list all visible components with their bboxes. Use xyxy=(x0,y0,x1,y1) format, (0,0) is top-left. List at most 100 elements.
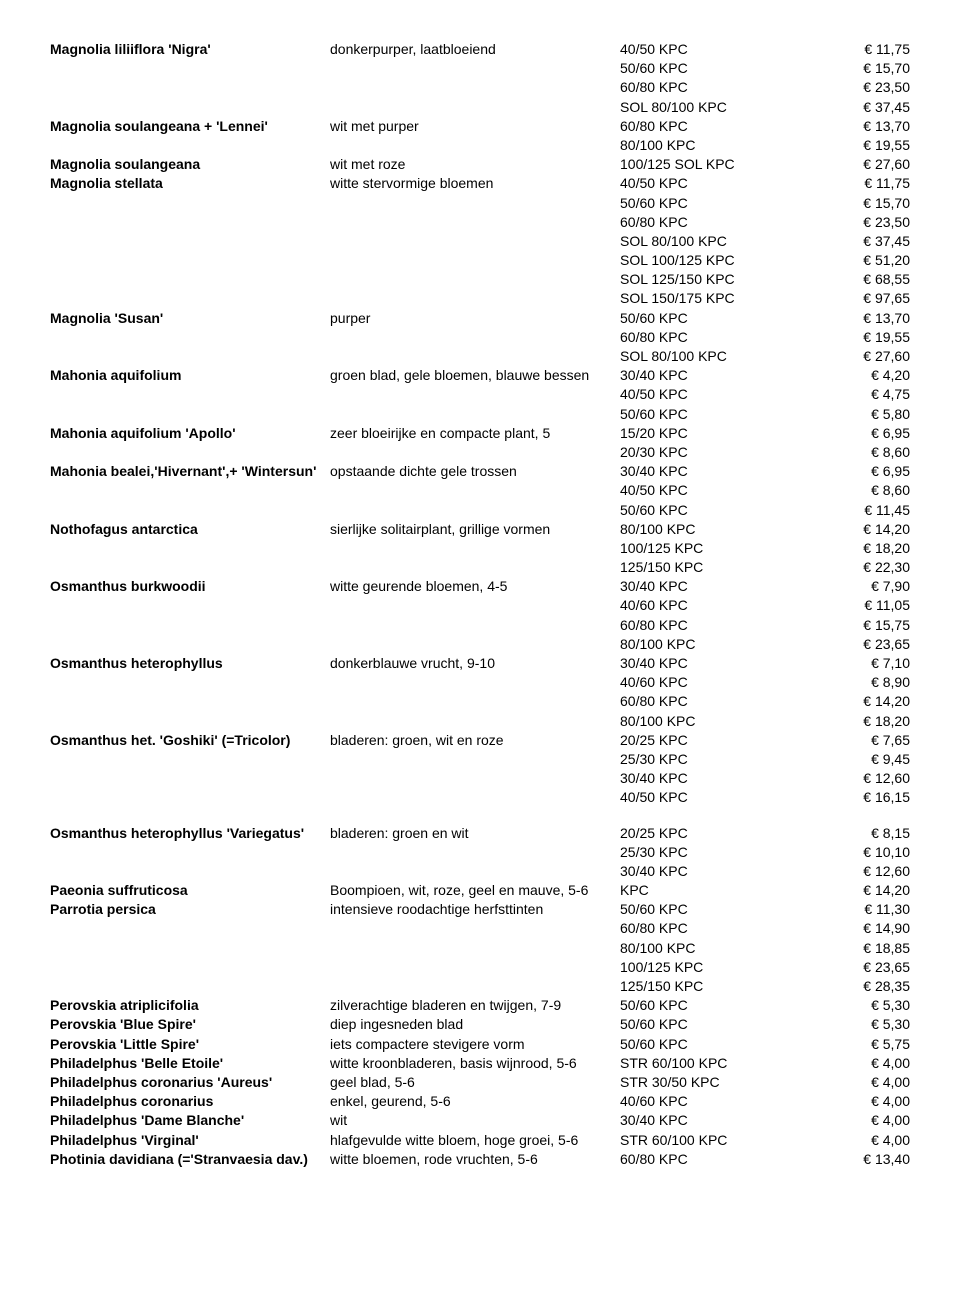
plant-size: 60/80 KPC xyxy=(620,117,780,135)
table-row: 50/60 KPC€ 15,70 xyxy=(50,59,910,77)
plant-description: zeer bloeirijke en compacte plant, 5 xyxy=(330,424,620,442)
plant-size: 40/60 KPC xyxy=(620,1092,780,1110)
plant-name xyxy=(50,939,330,957)
plant-price: € 12,60 xyxy=(780,769,910,787)
table-row: Mahonia aquifoliumgroen blad, gele bloem… xyxy=(50,366,910,384)
plant-price: € 8,15 xyxy=(780,824,910,842)
table-row: 100/125 KPC€ 23,65 xyxy=(50,958,910,976)
plant-description xyxy=(330,673,620,691)
plant-description: wit xyxy=(330,1111,620,1129)
plant-price: € 23,65 xyxy=(780,958,910,976)
plant-size: 15/20 KPC xyxy=(620,424,780,442)
plant-description xyxy=(330,712,620,730)
plant-size: 80/100 KPC xyxy=(620,520,780,538)
plant-description xyxy=(330,289,620,307)
plant-size: 80/100 KPC xyxy=(620,136,780,154)
table-row: 100/125 KPC€ 18,20 xyxy=(50,539,910,557)
plant-price: € 16,15 xyxy=(780,788,910,806)
table-row: 20/30 KPC€ 8,60 xyxy=(50,443,910,461)
plant-description: sierlijke solitairplant, grillige vormen xyxy=(330,520,620,538)
plant-size: 30/40 KPC xyxy=(620,577,780,595)
table-row: Philadelphus coronariusenkel, geurend, 5… xyxy=(50,1092,910,1110)
plant-price: € 23,65 xyxy=(780,635,910,653)
plant-description: witte stervormige bloemen xyxy=(330,174,620,192)
plant-name xyxy=(50,539,330,557)
table-row: Perovskia 'Blue Spire'diep ingesneden bl… xyxy=(50,1015,910,1033)
plant-description xyxy=(330,213,620,231)
table-row: Osmanthus heterophyllus 'Variegatus'blad… xyxy=(50,824,910,842)
plant-description xyxy=(330,501,620,519)
plant-description xyxy=(330,98,620,116)
table-row: 40/60 KPC€ 8,90 xyxy=(50,673,910,691)
plant-description xyxy=(330,270,620,288)
plant-description xyxy=(330,78,620,96)
section-gap xyxy=(50,808,910,824)
plant-price: € 14,20 xyxy=(780,881,910,899)
plant-size: 50/60 KPC xyxy=(620,1035,780,1053)
plant-size: 50/60 KPC xyxy=(620,501,780,519)
plant-description xyxy=(330,692,620,710)
plant-description xyxy=(330,788,620,806)
table-row: SOL 80/100 KPC€ 37,45 xyxy=(50,98,910,116)
table-row: Magnolia soulangeana + 'Lennei'wit met p… xyxy=(50,117,910,135)
plant-description: purper xyxy=(330,309,620,327)
plant-price: € 23,50 xyxy=(780,78,910,96)
plant-description: donkerpurper, laatbloeiend xyxy=(330,40,620,58)
table-row: Paeonia suffruticosaBoompioen, wit, roze… xyxy=(50,881,910,899)
table-row: SOL 80/100 KPC€ 37,45 xyxy=(50,232,910,250)
plant-price: € 37,45 xyxy=(780,232,910,250)
table-row: 25/30 KPC€ 10,10 xyxy=(50,843,910,861)
plant-description xyxy=(330,59,620,77)
plant-name: Osmanthus het. 'Goshiki' (=Tricolor) xyxy=(50,731,330,749)
plant-description: opstaande dichte gele trossen xyxy=(330,462,620,480)
plant-price: € 4,75 xyxy=(780,385,910,403)
plant-price: € 4,00 xyxy=(780,1131,910,1149)
plant-size: 80/100 KPC xyxy=(620,635,780,653)
plant-description xyxy=(330,194,620,212)
table-row: SOL 100/125 KPC€ 51,20 xyxy=(50,251,910,269)
plant-name xyxy=(50,635,330,653)
plant-size: KPC xyxy=(620,881,780,899)
plant-size: 25/30 KPC xyxy=(620,843,780,861)
plant-price: € 9,45 xyxy=(780,750,910,768)
plant-description xyxy=(330,635,620,653)
plant-name: Nothofagus antarctica xyxy=(50,520,330,538)
plant-name: Philadelphus coronarius xyxy=(50,1092,330,1110)
plant-price: € 11,75 xyxy=(780,40,910,58)
plant-description xyxy=(330,939,620,957)
plant-price: € 23,50 xyxy=(780,213,910,231)
plant-name: Magnolia soulangeana xyxy=(50,155,330,173)
plant-price: € 19,55 xyxy=(780,136,910,154)
plant-name: Philadelphus 'Dame Blanche' xyxy=(50,1111,330,1129)
plant-description xyxy=(330,251,620,269)
plant-price: € 4,20 xyxy=(780,366,910,384)
plant-description xyxy=(330,958,620,976)
plant-description: hlafgevulde witte bloem, hoge groei, 5-6 xyxy=(330,1131,620,1149)
plant-name xyxy=(50,919,330,937)
plant-name xyxy=(50,443,330,461)
plant-price: € 13,40 xyxy=(780,1150,910,1168)
plant-size: 40/50 KPC xyxy=(620,481,780,499)
plant-size: 20/25 KPC xyxy=(620,731,780,749)
plant-price: € 8,60 xyxy=(780,481,910,499)
plant-name: Photinia davidiana (='Stranvaesia dav.) xyxy=(50,1150,330,1168)
plant-name: Philadelphus coronarius 'Aureus' xyxy=(50,1073,330,1091)
plant-size: 30/40 KPC xyxy=(620,769,780,787)
table-row: 60/80 KPC€ 23,50 xyxy=(50,213,910,231)
plant-price: € 5,30 xyxy=(780,996,910,1014)
plant-size: 30/40 KPC xyxy=(620,1111,780,1129)
plant-size: 50/60 KPC xyxy=(620,59,780,77)
plant-size: 30/40 KPC xyxy=(620,862,780,880)
table-row: 40/60 KPC€ 11,05 xyxy=(50,596,910,614)
plant-name xyxy=(50,769,330,787)
table-row: 40/50 KPC€ 16,15 xyxy=(50,788,910,806)
plant-name xyxy=(50,98,330,116)
plant-description: bladeren: groen en wit xyxy=(330,824,620,842)
plant-price: € 4,00 xyxy=(780,1073,910,1091)
plant-size: 30/40 KPC xyxy=(620,366,780,384)
plant-size: 100/125 KPC xyxy=(620,958,780,976)
plant-size: 50/60 KPC xyxy=(620,996,780,1014)
table-row: 80/100 KPC€ 18,85 xyxy=(50,939,910,957)
table-row: SOL 125/150 KPC€ 68,55 xyxy=(50,270,910,288)
plant-size: 40/50 KPC xyxy=(620,385,780,403)
